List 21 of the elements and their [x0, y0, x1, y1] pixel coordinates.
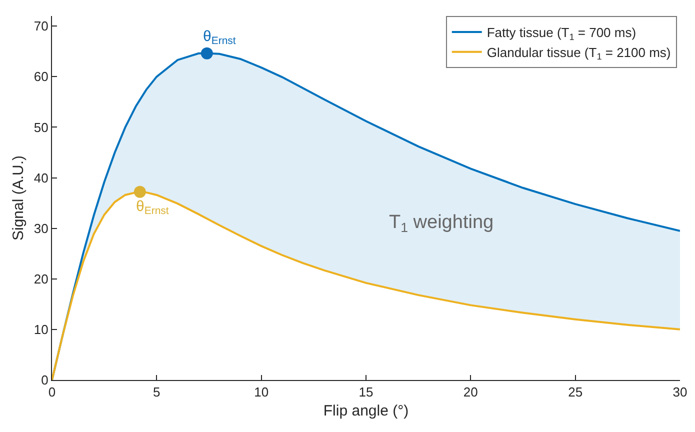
x-tick-label: 25 [568, 384, 583, 400]
y-tick-label: 60 [34, 69, 48, 84]
legend-label: Glandular tissue (T$_{1}$ = 2100 ms) [486, 44, 671, 62]
x-tick-label: 20 [463, 384, 478, 400]
legend-label: Fatty tissue (T$_{1}$ = 700 ms) [486, 25, 636, 42]
y-tick-label: 0 [41, 372, 48, 388]
x-tick-label: 15 [358, 384, 374, 400]
y-tick-label: 10 [34, 322, 48, 337]
y-tick-label: 70 [34, 18, 48, 34]
x-tick-label: 10 [254, 384, 269, 400]
y-tick-label: 50 [34, 120, 48, 135]
annotation: θ$_{Ernst}$ [203, 28, 236, 48]
y-axis-title: Signal (A.U.) [10, 155, 28, 241]
y-tick-label: 40 [34, 170, 48, 186]
annotation: T$_{1}$ weighting [389, 212, 494, 235]
y-tick-label: 20 [34, 271, 48, 286]
annotation: θ$_{Ernst}$ [136, 198, 169, 218]
y-tick-label: 30 [34, 220, 48, 236]
x-tick-label: 5 [153, 384, 160, 400]
x-axis-title: Flip angle (°) [323, 402, 409, 420]
x-tick-label: 30 [672, 384, 688, 400]
